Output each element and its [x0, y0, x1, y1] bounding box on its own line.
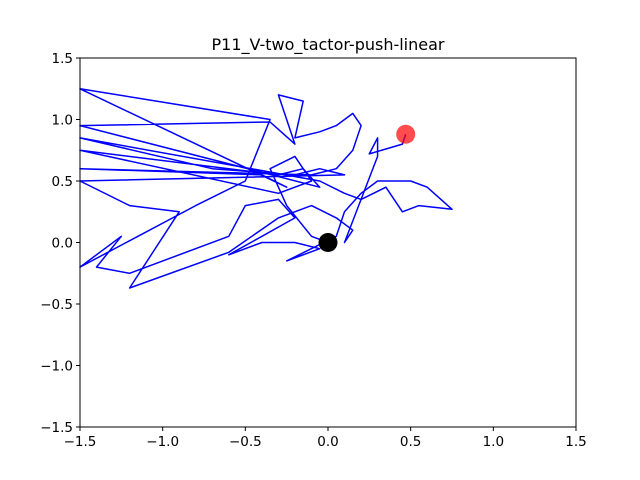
y-tick-label: 1.5: [52, 51, 73, 67]
axes-frame: [79, 57, 577, 428]
marker: [396, 124, 416, 144]
y-tick-label: −0.5: [40, 297, 73, 313]
x-tick-label: −1.5: [64, 434, 97, 450]
x-tick-label: −0.5: [229, 434, 262, 450]
x-tick-label: −1.0: [146, 434, 179, 450]
chart-title: P11_V-two_tactor-push-linear: [211, 35, 444, 55]
marker: [318, 233, 338, 252]
y-tick-label: 0.0: [52, 236, 73, 252]
y-tick-label: 0.5: [52, 174, 73, 190]
x-tick-label: 0.5: [400, 434, 421, 450]
y-tick-label: −1.5: [40, 420, 73, 436]
x-tick-label: 1.0: [483, 434, 504, 450]
y-tick-label: −1.0: [40, 359, 73, 375]
y-tick-label: 1.0: [52, 113, 73, 129]
x-tick-label: 0.0: [317, 434, 338, 450]
x-tick-label: 1.5: [565, 434, 586, 450]
trajectory-line: [79, 88, 453, 289]
